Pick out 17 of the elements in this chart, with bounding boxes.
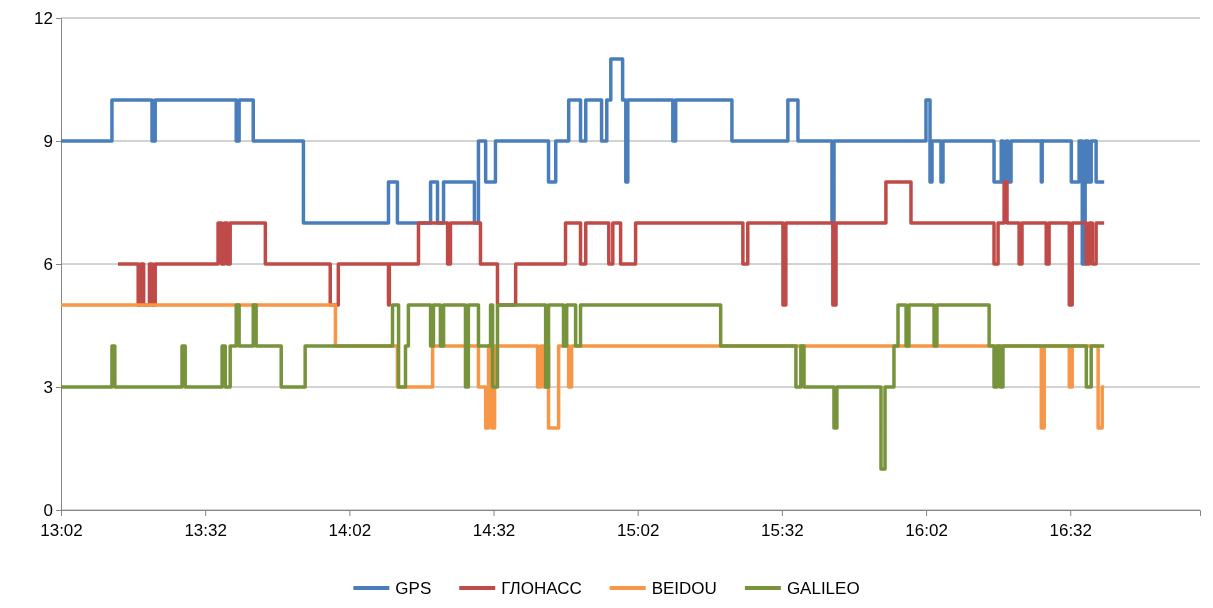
y-tick-label: 9 bbox=[43, 131, 53, 151]
y-tick-label: 0 bbox=[43, 500, 53, 520]
x-tick-label: 15:32 bbox=[761, 521, 804, 540]
x-tick-label: 16:32 bbox=[1049, 521, 1093, 540]
x-tick-label: 14:32 bbox=[472, 521, 516, 540]
x-tick-label: 15:02 bbox=[616, 521, 660, 540]
legend-label: BEIDOU bbox=[651, 578, 717, 598]
y-tick-label: 3 bbox=[43, 377, 53, 397]
y-tick-label: 12 bbox=[34, 8, 53, 28]
x-tick-label: 13:02 bbox=[40, 521, 83, 540]
x-tick-label: 13:32 bbox=[184, 521, 227, 540]
y-tick-label: 6 bbox=[43, 254, 53, 274]
legend-label: GALILEO bbox=[786, 578, 860, 598]
legend-label: GPS bbox=[395, 578, 432, 598]
legend-label: ГЛОНАСС bbox=[501, 578, 582, 598]
x-tick-label: 14:02 bbox=[328, 521, 372, 540]
x-tick-label: 16:02 bbox=[905, 521, 948, 540]
